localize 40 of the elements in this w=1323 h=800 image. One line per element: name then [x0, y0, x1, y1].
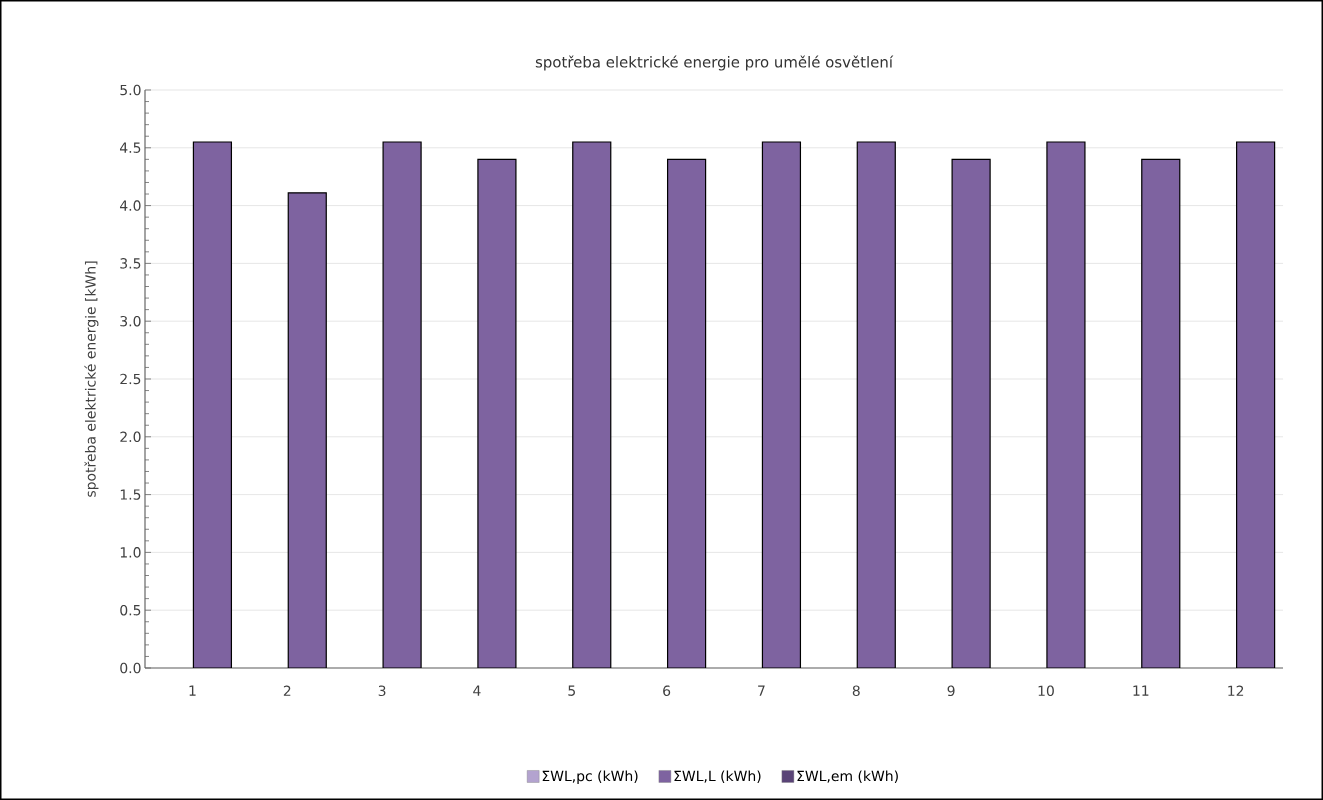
x-tick-label: 2	[283, 685, 291, 696]
x-tick-label: 3	[378, 685, 386, 697]
bar	[287, 192, 327, 668]
y-tick-label: 2.5	[120, 373, 141, 385]
x-tick-label: 12	[1228, 685, 1244, 696]
x-tick-label: 5	[568, 685, 575, 696]
bar	[192, 141, 233, 668]
y-tick-label: 1.5	[120, 489, 141, 500]
x-tick-label: 11	[1133, 685, 1149, 696]
legend-label: ΣWL,em (kWh)	[797, 770, 898, 783]
y-axis-title: spotřeba elektrické energie [kWh]	[84, 261, 99, 497]
legend-label: ΣWL,L (kWh)	[674, 770, 761, 783]
y-tick-label: 4.5	[119, 142, 141, 153]
y-tick-label: 3.5	[120, 258, 141, 269]
bar	[1236, 141, 1276, 668]
x-tick-label: 8	[852, 685, 860, 697]
x-tick-label: 4	[473, 685, 481, 696]
bar	[1141, 158, 1181, 668]
y-tick-label: 0.0	[120, 662, 141, 674]
bar	[382, 141, 422, 668]
chart-title: spotřeba elektrické energie pro umělé osvětlení	[535, 55, 894, 71]
bar	[856, 141, 896, 668]
x-tick-label: 9	[947, 685, 955, 697]
bar	[572, 141, 612, 668]
bar	[951, 158, 991, 668]
y-tick-label: 3.0	[120, 315, 141, 327]
y-tick-label: 1.0	[120, 547, 141, 558]
y-tick-label: 4.0	[119, 200, 141, 211]
bar	[667, 158, 707, 668]
legend-label: ΣWL,pc (kWh)	[542, 770, 638, 784]
y-tick-label: 5.0	[120, 84, 141, 96]
y-tick-label: 0.5	[120, 604, 141, 616]
bar	[761, 141, 802, 668]
bar	[477, 158, 517, 668]
y-tick-label: 2.0	[120, 431, 141, 443]
x-tick-label: 6	[663, 685, 671, 697]
x-tick-label: 7	[758, 685, 765, 696]
bar	[1046, 141, 1086, 668]
x-tick-label: 1	[189, 685, 196, 696]
x-tick-label: 10	[1038, 685, 1054, 697]
